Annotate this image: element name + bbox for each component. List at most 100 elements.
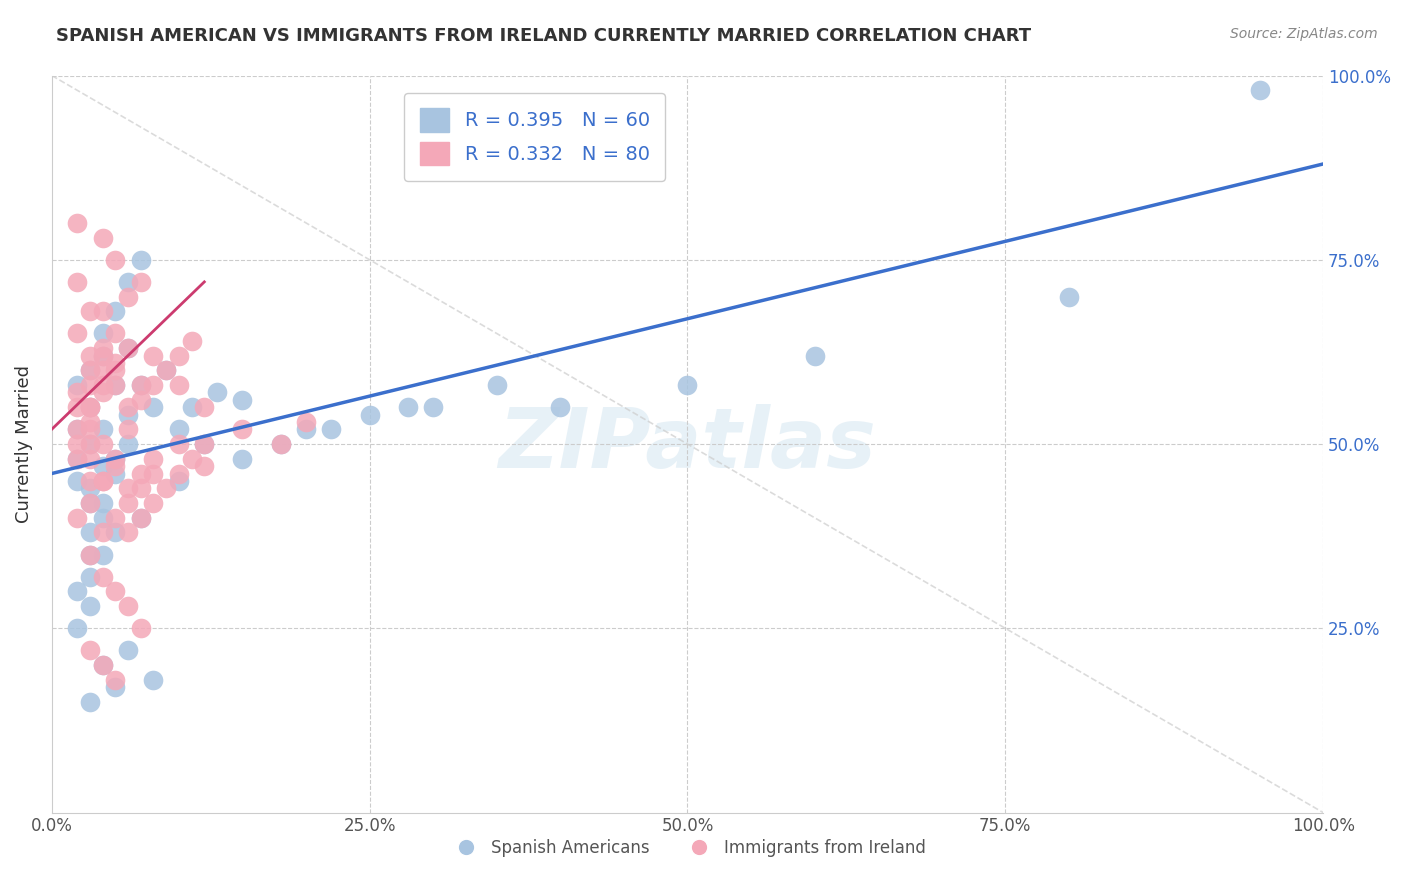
Point — [117, 408, 139, 422]
Point — [104, 326, 127, 341]
Point — [91, 437, 114, 451]
Point — [193, 437, 215, 451]
Point — [66, 510, 89, 524]
Point — [66, 584, 89, 599]
Point — [167, 437, 190, 451]
Point — [142, 451, 165, 466]
Point — [91, 474, 114, 488]
Point — [270, 437, 292, 451]
Point — [79, 643, 101, 657]
Point — [205, 385, 228, 400]
Point — [66, 474, 89, 488]
Point — [91, 378, 114, 392]
Point — [91, 349, 114, 363]
Point — [91, 385, 114, 400]
Point — [321, 422, 343, 436]
Point — [104, 467, 127, 481]
Point — [104, 356, 127, 370]
Point — [79, 548, 101, 562]
Point — [142, 496, 165, 510]
Point — [79, 400, 101, 414]
Point — [117, 599, 139, 614]
Point — [167, 378, 190, 392]
Point — [117, 290, 139, 304]
Point — [91, 548, 114, 562]
Point — [129, 392, 152, 407]
Point — [104, 378, 127, 392]
Point — [117, 643, 139, 657]
Point — [117, 437, 139, 451]
Point — [129, 510, 152, 524]
Point — [167, 467, 190, 481]
Point — [117, 496, 139, 510]
Point — [155, 363, 177, 377]
Point — [129, 378, 152, 392]
Point — [91, 304, 114, 318]
Point — [91, 326, 114, 341]
Point — [129, 252, 152, 267]
Point — [231, 451, 253, 466]
Point — [79, 422, 101, 436]
Point — [142, 673, 165, 687]
Text: SPANISH AMERICAN VS IMMIGRANTS FROM IRELAND CURRENTLY MARRIED CORRELATION CHART: SPANISH AMERICAN VS IMMIGRANTS FROM IREL… — [56, 27, 1032, 45]
Point — [117, 341, 139, 355]
Point — [66, 451, 89, 466]
Point — [79, 481, 101, 495]
Point — [91, 510, 114, 524]
Point — [79, 525, 101, 540]
Point — [117, 481, 139, 495]
Point — [117, 400, 139, 414]
Legend: Spanish Americans, Immigrants from Ireland: Spanish Americans, Immigrants from Irela… — [443, 832, 932, 863]
Point — [1249, 83, 1271, 97]
Point — [295, 415, 318, 429]
Point — [91, 474, 114, 488]
Point — [142, 378, 165, 392]
Point — [117, 525, 139, 540]
Point — [91, 658, 114, 673]
Point — [104, 451, 127, 466]
Point — [91, 422, 114, 436]
Point — [66, 422, 89, 436]
Point — [79, 695, 101, 709]
Point — [66, 437, 89, 451]
Point — [79, 378, 101, 392]
Point — [79, 349, 101, 363]
Point — [66, 451, 89, 466]
Point — [91, 230, 114, 244]
Point — [91, 341, 114, 355]
Point — [167, 349, 190, 363]
Point — [155, 363, 177, 377]
Point — [91, 459, 114, 474]
Point — [359, 408, 381, 422]
Point — [91, 570, 114, 584]
Point — [66, 275, 89, 289]
Point — [676, 378, 699, 392]
Point — [79, 363, 101, 377]
Point — [231, 422, 253, 436]
Point — [66, 216, 89, 230]
Point — [79, 548, 101, 562]
Point — [180, 451, 202, 466]
Point — [66, 385, 89, 400]
Point — [142, 400, 165, 414]
Text: ZIPatlas: ZIPatlas — [499, 403, 876, 484]
Point — [142, 467, 165, 481]
Point — [129, 275, 152, 289]
Point — [66, 621, 89, 635]
Point — [79, 363, 101, 377]
Point — [142, 349, 165, 363]
Point — [485, 378, 508, 392]
Point — [104, 525, 127, 540]
Point — [1057, 290, 1080, 304]
Point — [79, 400, 101, 414]
Point — [79, 437, 101, 451]
Point — [66, 422, 89, 436]
Point — [66, 400, 89, 414]
Point — [117, 341, 139, 355]
Y-axis label: Currently Married: Currently Married — [15, 365, 32, 523]
Point — [117, 275, 139, 289]
Point — [129, 378, 152, 392]
Point — [91, 349, 114, 363]
Point — [117, 422, 139, 436]
Point — [550, 400, 572, 414]
